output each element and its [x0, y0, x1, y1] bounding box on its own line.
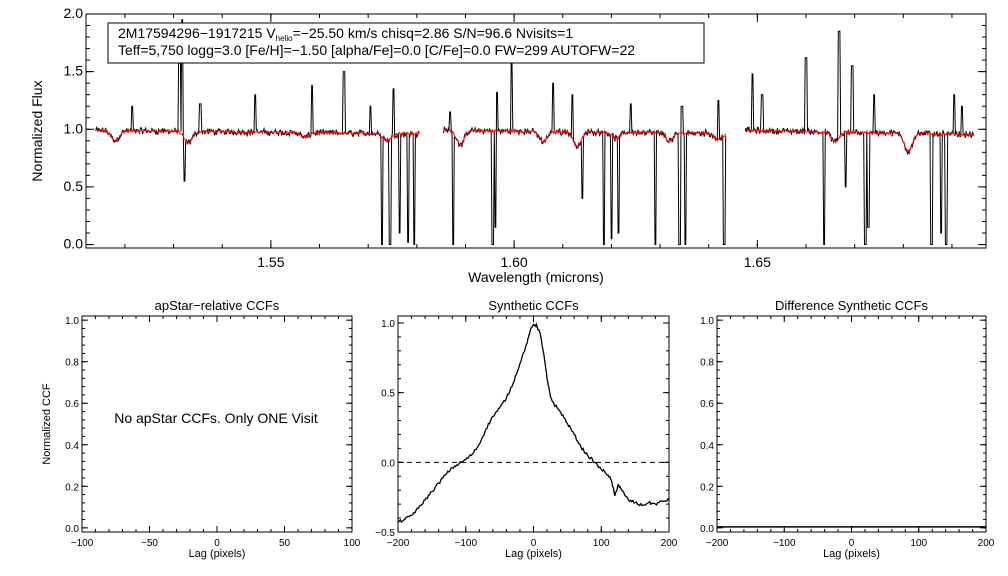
apstar-ccf-ytick-label: 1.0 — [65, 316, 79, 327]
spectrum-ytick-label: 2.0 — [64, 5, 84, 21]
apstar-ccf-title: apStar−relative CCFs — [155, 298, 280, 313]
difference-ccf-ytick-label: 0.2 — [700, 482, 714, 493]
apstar-ccf-axes: −100 −50 0 50 100 0.0 0.2 0.4 0.6 0.8 1.0 apStar−re… — [41, 298, 361, 560]
synthetic-ccf-xtick-label: 0 — [531, 538, 537, 549]
spectrum-ylabel: Normalized Flux — [29, 80, 45, 181]
spectrum-xtick-label: 1.55 — [257, 254, 284, 270]
apstar-ccf-xtick-label: −50 — [141, 538, 158, 549]
apstar-ccf-ytick-label: 0.8 — [65, 358, 79, 369]
difference-ccf-frame — [716, 315, 987, 533]
apstar-ccf-xtick-label: 0 — [214, 538, 220, 549]
spectrum-xtick-label: 1.65 — [744, 254, 771, 270]
difference-ccf-xtick-label: 100 — [910, 538, 927, 549]
apstar-ccf-annotation: No apStar CCFs. Only ONE Visit — [114, 410, 318, 426]
difference-ccf-ytick-label: 1.0 — [700, 316, 714, 327]
apstar-ccf-ytick-label: 0.2 — [65, 482, 79, 493]
apstar-ccf-xlabel: Lag (pixels) — [189, 548, 246, 560]
spectrum-ytick-label: 0.5 — [64, 178, 84, 194]
spectrum-observed-segment-2 — [443, 59, 727, 245]
synthetic-ccf-xtick-label: −100 — [454, 538, 477, 549]
apstar-ccf-xtick-label: 50 — [279, 538, 291, 549]
spectrum-xlabel: Wavelength (microns) — [468, 269, 604, 285]
info-line-1: 2M17594296−1917215 Vhelio=−25.50 km/s ch… — [118, 25, 573, 43]
spectrum-model-segment-3 — [744, 127, 975, 153]
apstar-ccf-xtick-label: 100 — [344, 538, 361, 549]
synthetic-ccf-ytick-label: 0.0 — [381, 458, 395, 469]
synthetic-ccf-ytick-label: 1.0 — [381, 319, 395, 330]
difference-ccf-xtick-label: 0 — [849, 538, 855, 549]
difference-ccf-ytick-label: 0.6 — [700, 399, 714, 410]
synthetic-ccf-ytick-label: 0.5 — [381, 389, 395, 400]
spectrum-model-segment-1 — [95, 127, 420, 145]
spectrum-xtick-label: 1.60 — [500, 254, 527, 270]
spectrum-frame — [85, 13, 987, 249]
synthetic-ccf-axes: −200 −100 0 100 200 −0.5 0.0 0.5 1.0 Synthetic CC… — [375, 298, 678, 560]
difference-ccf-ytick-label: 0.8 — [700, 358, 714, 369]
synthetic-ccf-xtick-label: 100 — [593, 538, 610, 549]
difference-ccf-xtick-label: −200 — [706, 538, 729, 549]
spectrum-ytick-label: 0.0 — [64, 236, 84, 252]
spectrum-ytick-label: 1.5 — [64, 63, 84, 79]
spectrum-model-segment-2 — [443, 127, 727, 148]
spectrum-axes: 1.55 1.60 1.65 0.0 0.5 1.0 1.5 2.0 Wavelength (m… — [29, 5, 987, 285]
synthetic-ccf-title: Synthetic CCFs — [488, 298, 579, 313]
apstar-ccf-xtick-label: −100 — [71, 538, 94, 549]
synthetic-ccf-xtick-label: −200 — [387, 538, 410, 549]
apstar-ccf-ytick-label: 0.0 — [65, 524, 79, 535]
difference-ccf-ytick-label: 0.4 — [700, 441, 714, 452]
info-box-frame — [107, 22, 705, 64]
synthetic-ccf-xtick-label: 200 — [661, 538, 678, 549]
difference-ccf-title: Difference Synthetic CCFs — [775, 298, 928, 313]
difference-ccf-xtick-label: −100 — [773, 538, 796, 549]
synthetic-ccf-line — [397, 321, 670, 523]
difference-ccf-xlabel: Lag (pixels) — [823, 548, 880, 560]
spectrum-ytick-label: 1.0 — [64, 120, 84, 136]
synthetic-ccf-xlabel: Lag (pixels) — [505, 548, 562, 560]
spectrum-info-box: 2M17594296−1917215 Vhelio=−25.50 km/s ch… — [107, 22, 705, 64]
difference-ccf-xtick-label: 200 — [978, 538, 995, 549]
difference-ccf-ytick-label: 0.0 — [700, 524, 714, 535]
difference-ccf-axes: −200 −100 0 100 200 0.0 0.2 0.4 0.6 0.8 1.0 Differe… — [700, 298, 995, 560]
synthetic-ccf-ytick-label: −0.5 — [375, 528, 395, 539]
apstar-ccf-ylabel: Normalized CCF — [41, 383, 53, 465]
apstar-ccf-ytick-label: 0.6 — [65, 399, 79, 410]
spectrum-observed-segment-3 — [744, 30, 975, 245]
apstar-ccf-ytick-label: 0.4 — [65, 441, 79, 452]
info-line-2: Teff=5,750 logg=3.0 [Fe/H]=−1.50 [alpha/… — [118, 42, 635, 58]
